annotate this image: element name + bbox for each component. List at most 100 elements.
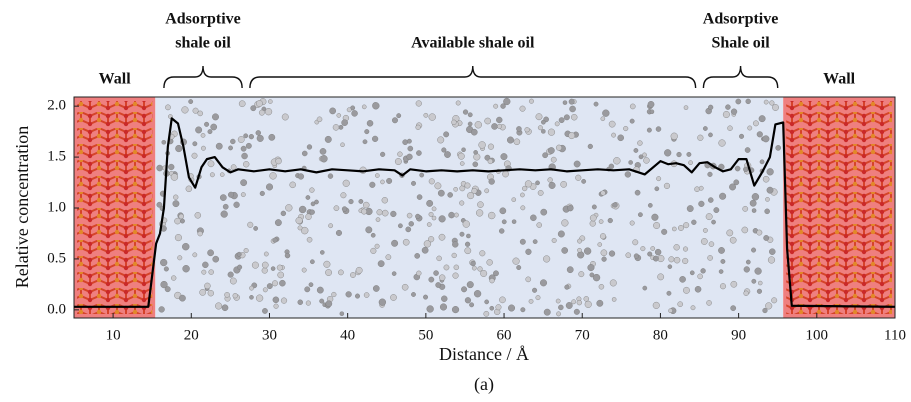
molecule-atom — [719, 192, 727, 200]
molecule-atom — [305, 195, 311, 200]
molecule-atom — [751, 247, 757, 253]
molecule-atom — [398, 223, 403, 229]
molecule-atom — [272, 296, 280, 304]
molecule-atom — [663, 182, 671, 189]
molecule-atom — [564, 284, 570, 290]
molecule-atom — [240, 145, 247, 152]
molecule-atom — [469, 302, 475, 308]
molecule-atom — [568, 98, 575, 105]
molecule-atom — [375, 173, 380, 178]
molecule-atom — [634, 189, 641, 196]
molecule-atom — [525, 248, 532, 255]
molecule-atom — [530, 214, 537, 222]
molecule-atom — [471, 265, 477, 271]
molecule-atom — [426, 305, 434, 313]
wall-label: Wall — [823, 71, 856, 88]
molecule-atom — [437, 189, 445, 197]
molecule-atom — [405, 226, 412, 233]
molecule-atom — [520, 192, 525, 198]
molecule-atom — [682, 257, 689, 265]
molecule-atom — [642, 285, 648, 291]
molecule-atom — [763, 99, 769, 105]
molecule-atom — [351, 110, 358, 117]
molecule-atom — [744, 147, 751, 153]
molecule-atom — [325, 300, 333, 308]
molecule-atom — [342, 179, 350, 187]
molecule-atom — [340, 192, 347, 199]
molecule-atom — [718, 139, 726, 147]
molecule-atom — [551, 237, 557, 243]
molecule-atom — [571, 299, 577, 305]
molecule-atom — [448, 211, 455, 219]
molecule-atom — [507, 136, 514, 144]
molecule-atom — [541, 129, 546, 134]
molecule-atom — [548, 181, 556, 189]
molecule-atom — [524, 180, 532, 188]
molecule-atom — [762, 307, 768, 314]
molecule-atom — [730, 305, 737, 312]
molecule-atom — [764, 208, 770, 215]
molecule-atom — [394, 158, 402, 165]
molecule-atom — [453, 264, 460, 271]
molecule-atom — [434, 182, 442, 190]
concentration-line — [74, 117, 896, 308]
molecule-atom — [751, 208, 757, 213]
molecule-atom — [250, 105, 257, 112]
molecule-atom — [561, 219, 569, 227]
molecule-atom — [370, 247, 377, 254]
molecule-atom — [670, 132, 678, 140]
molecule-atom — [163, 266, 169, 272]
molecule-atom — [729, 236, 737, 244]
molecule-atom — [730, 280, 738, 288]
molecule-atom — [266, 283, 273, 290]
molecule-atom — [688, 160, 693, 166]
molecule-atom — [350, 272, 356, 278]
molecule-atom — [488, 178, 495, 185]
molecule-atom — [221, 304, 229, 312]
molecule-atom — [305, 213, 312, 220]
molecule-atom — [647, 251, 653, 257]
molecule-atom — [502, 170, 509, 178]
molecule-atom — [197, 231, 203, 237]
molecule-atom — [200, 133, 206, 138]
molecule-atom — [327, 173, 334, 179]
molecule-atom — [370, 232, 376, 238]
x-tick-label: 40 — [340, 327, 355, 343]
molecule-atom — [612, 202, 618, 208]
molecule-atom — [656, 176, 662, 182]
molecule-atom — [758, 280, 763, 286]
molecule-atom — [215, 142, 223, 150]
molecule-atom — [741, 226, 749, 234]
molecule-atom — [378, 298, 387, 306]
molecule-atom — [708, 241, 715, 247]
molecule-atom — [241, 152, 248, 160]
molecule-atom — [464, 297, 472, 304]
molecule-atom — [496, 116, 503, 124]
molecule-atom — [285, 204, 293, 212]
molecule-atom — [355, 266, 363, 274]
molecule-atom — [707, 255, 713, 261]
molecule-atom — [575, 174, 582, 181]
molecule-atom — [500, 103, 506, 109]
molecule-atom — [577, 238, 582, 244]
y-tick-label: 1.5 — [47, 149, 66, 165]
molecule-atom — [441, 147, 447, 153]
molecule-atom — [763, 235, 770, 241]
y-axis-title: Relative concentration — [12, 126, 32, 288]
molecule-atom — [396, 113, 402, 119]
molecule-atom — [406, 153, 413, 160]
molecule-atom — [261, 267, 268, 274]
molecule-atom — [178, 213, 184, 220]
molecule-atom — [520, 307, 526, 313]
molecule-atom — [402, 238, 410, 246]
molecule-atom — [501, 219, 507, 225]
molecule-atom — [195, 126, 203, 134]
molecule-atom — [207, 249, 214, 257]
y-tick-label: 2.0 — [47, 98, 66, 114]
molecule-atom — [651, 213, 659, 221]
molecule-atom — [767, 256, 776, 264]
molecule-atom — [677, 301, 684, 307]
molecule-atom — [516, 265, 522, 270]
molecule-atom — [251, 261, 259, 269]
molecule-atom — [240, 179, 248, 187]
